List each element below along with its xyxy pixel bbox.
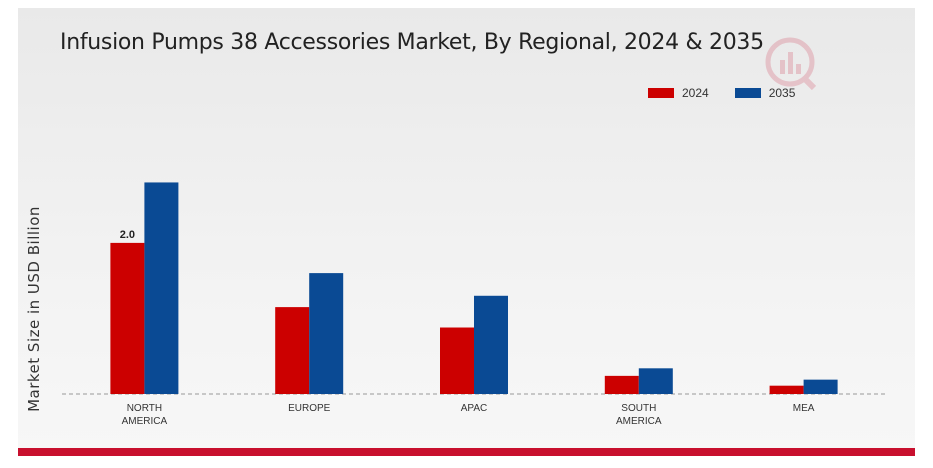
legend-swatch-2024 (648, 88, 674, 98)
bar-2024-apac (440, 327, 474, 394)
bar-2024-south-america (604, 375, 639, 394)
watermark-logo-icon (765, 37, 817, 91)
bar-2024-europe (275, 307, 310, 394)
x-tick-label: MEA (793, 403, 815, 414)
bar-2035-europe (309, 273, 344, 394)
x-tick-label: APAC (461, 403, 488, 414)
legend-label-2024: 2024 (682, 86, 709, 100)
chart-title: Infusion Pumps 38 Accessories Market, By… (60, 30, 764, 55)
bar-2024-north-america (110, 242, 145, 394)
legend-swatch-2035 (734, 88, 761, 98)
bottom-accent-bar (18, 448, 915, 456)
x-tick-label: SOUTH AMERICA (616, 403, 662, 427)
bar-2035-apac (474, 295, 508, 394)
bar-2024-mea (769, 385, 804, 394)
data-label: 2.0 (120, 229, 135, 241)
legend-label-2035: 2035 (768, 86, 796, 100)
x-tick-label: EUROPE (288, 403, 331, 414)
legend-item-2024: 2024 (648, 86, 709, 100)
x-tick-label: NORTH AMERICA (122, 403, 168, 427)
bar-2035-south-america (638, 368, 673, 394)
legend-item-2035: 2035 (734, 86, 796, 100)
legend: 2024 2035 (648, 86, 821, 100)
bar-2035-north-america (144, 182, 179, 394)
bar-2035-mea (803, 379, 838, 394)
